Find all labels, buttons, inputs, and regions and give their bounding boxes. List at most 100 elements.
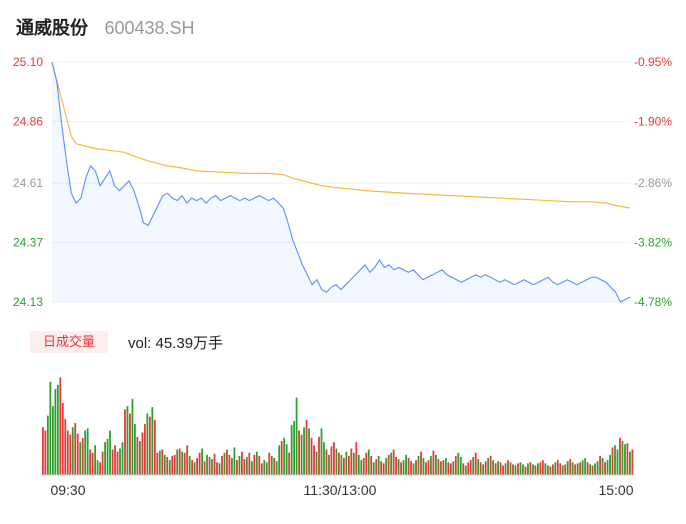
volume-bar: [193, 462, 196, 475]
volume-bar: [168, 460, 171, 475]
volume-bar: [288, 452, 291, 475]
volume-bar: [69, 434, 72, 475]
volume-bar: [594, 463, 596, 475]
volume-bar: [422, 458, 425, 475]
volume-bar: [591, 465, 594, 475]
volume-bar: [91, 452, 94, 475]
volume-bar: [161, 449, 164, 475]
volume-bar: [96, 460, 99, 475]
volume-bar: [365, 452, 368, 475]
volume-bar: [186, 445, 189, 475]
volume-bar: [599, 455, 601, 475]
volume-bar: [430, 455, 432, 475]
volume-bar: [614, 445, 616, 475]
stock-name: 通威股份: [16, 18, 88, 38]
volume-bar: [514, 465, 517, 475]
volume-bar: [171, 455, 174, 475]
volume-bar: [310, 437, 313, 475]
volume-bar: [355, 442, 358, 475]
volume-bar: [342, 458, 345, 475]
volume-bar: [527, 463, 529, 475]
volume-bar: [502, 465, 504, 475]
y-tick-label: 24.86: [13, 114, 43, 128]
volume-bar: [56, 384, 59, 475]
volume-bar: [201, 448, 203, 475]
volume-tag: 日成交量: [30, 331, 108, 353]
volume-bar: [330, 446, 333, 475]
volume-bar: [134, 424, 136, 475]
volume-bar: [377, 455, 380, 475]
volume-bar: [539, 462, 542, 475]
volume-bar: [437, 459, 440, 475]
volume-bar: [263, 460, 266, 475]
volume-bar: [188, 455, 191, 475]
volume-bar: [218, 463, 221, 475]
volume-bar: [574, 464, 577, 475]
volume-bar: [564, 464, 567, 475]
volume-bar: [255, 451, 258, 475]
volume-bar: [345, 451, 348, 475]
volume-bar: [191, 460, 194, 475]
volume-bar: [295, 397, 298, 475]
volume-bar: [278, 445, 281, 475]
volume-bar: [494, 463, 497, 475]
volume-bar: [51, 406, 54, 475]
volume-bar: [335, 448, 338, 475]
volume-bar: [46, 415, 49, 475]
volume-bar: [390, 452, 393, 475]
volume-bar: [417, 455, 420, 475]
volume-bar: [385, 458, 388, 475]
volume-bar: [415, 460, 417, 475]
volume-bar: [347, 455, 350, 475]
volume-bar: [211, 459, 213, 475]
volume-bar: [367, 449, 370, 475]
volume-bar: [534, 465, 537, 475]
volume-bar: [325, 449, 328, 475]
volume-bar: [280, 441, 283, 475]
percent-axis-right: -0.95% -1.90% -2.86% -3.82% -4.78%: [634, 55, 672, 309]
volume-bar: [223, 452, 226, 475]
volume-bar: [303, 427, 305, 475]
volume-bar: [300, 434, 303, 475]
volume-bar: [315, 451, 318, 475]
volume-bar: [248, 452, 251, 475]
x-tick-label: 15:00: [598, 482, 633, 498]
volume-bar: [624, 444, 626, 475]
volume-bar: [101, 451, 104, 475]
volume-bar: [203, 461, 206, 475]
volume-bar: [509, 462, 512, 475]
volume-bar: [268, 452, 271, 475]
volume-bar: [119, 448, 121, 475]
volume-bar: [477, 459, 480, 475]
volume-bar: [472, 456, 475, 475]
volume-bar: [435, 454, 437, 475]
volume-bar: [240, 451, 243, 475]
stock-code: 600438.SH: [104, 18, 195, 38]
volume-bar: [313, 445, 315, 475]
volume-bar: [290, 425, 293, 475]
volume-bar: [405, 454, 407, 475]
volume-bar: [99, 462, 101, 475]
volume-bar: [536, 463, 539, 475]
volume-bar: [173, 454, 176, 475]
volume-bar: [181, 451, 184, 475]
volume-bar: [482, 464, 485, 475]
volume-bar: [517, 463, 519, 475]
price-axis-left: 25.10 24.86 24.61 24.37 24.13: [13, 55, 43, 309]
volume-bar: [392, 449, 395, 475]
y-tick-label: 24.37: [13, 236, 43, 250]
volume-bar: [198, 452, 201, 475]
volume-bar: [143, 424, 146, 475]
volume-bar: [350, 448, 353, 475]
volume-bar: [109, 430, 111, 475]
volume-bar: [121, 442, 124, 475]
volume-bar: [158, 450, 161, 475]
price-area-fill: [52, 62, 630, 302]
volume-bar: [178, 448, 181, 475]
volume-bar: [308, 428, 310, 475]
volume-bar: [340, 454, 343, 475]
volume-bar: [407, 458, 410, 475]
volume-bar: [584, 458, 587, 475]
volume-bar: [375, 459, 378, 475]
